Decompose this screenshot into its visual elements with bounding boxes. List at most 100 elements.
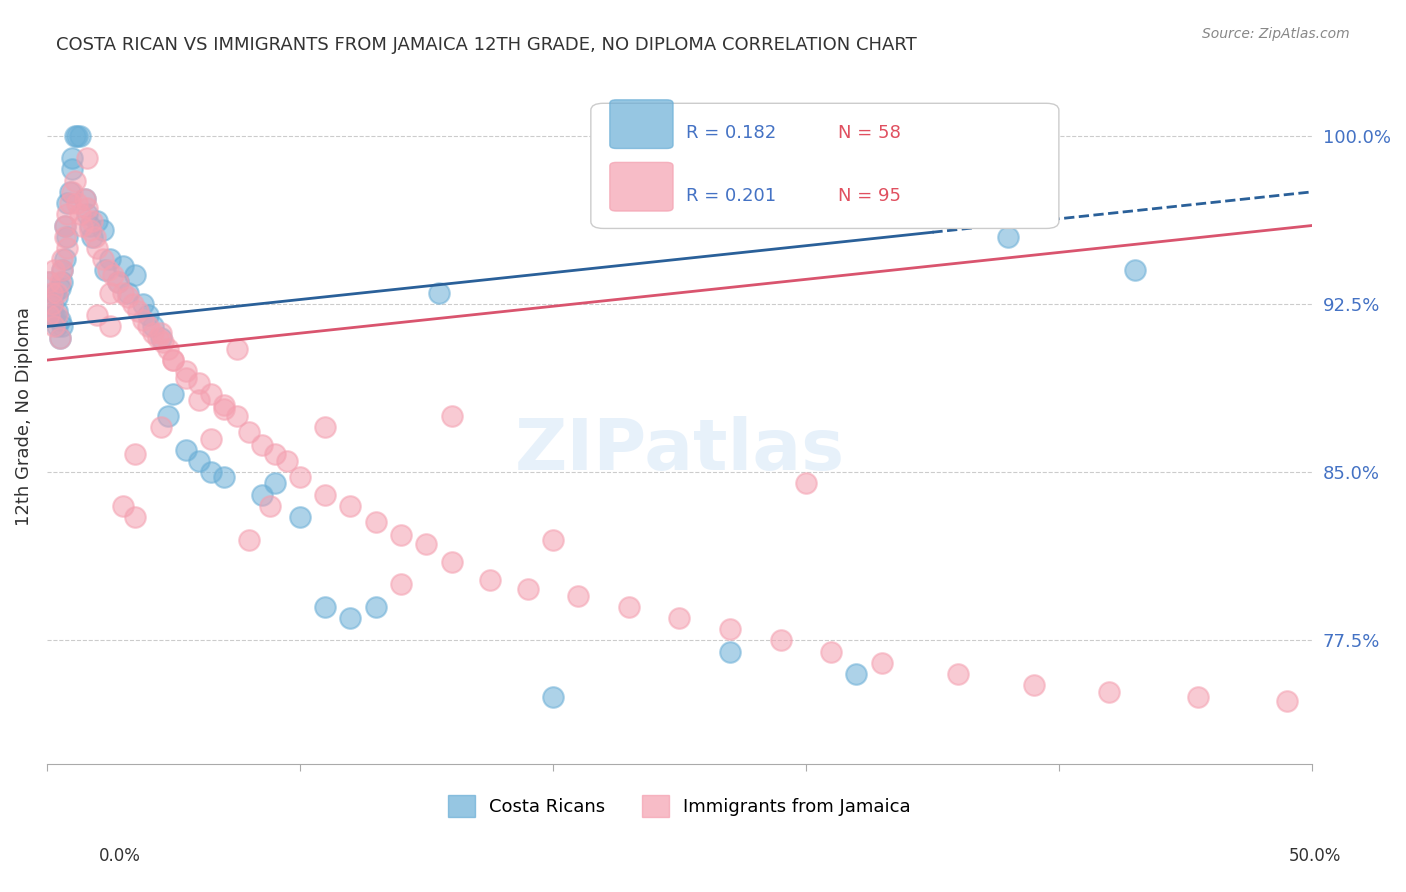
Point [124,447,146,461]
FancyBboxPatch shape [610,100,673,148]
Point [212,469,235,483]
Point [56,207,79,221]
Point [132,297,155,311]
Point [541,690,564,704]
Point [41,297,63,311]
Point [111,285,134,300]
Point [86,308,108,322]
Point [845,667,868,681]
Point [187,393,209,408]
Point [48,275,70,289]
Point [41,285,63,300]
Point [364,599,387,614]
Point [250,488,273,502]
Point [212,398,235,412]
Point [200,386,222,401]
Point [111,259,134,273]
Point [51,263,73,277]
Point [288,469,311,483]
Point [127,303,149,318]
Point [91,252,114,267]
Text: 50.0%: 50.0% [1288,847,1341,864]
Point [56,229,79,244]
Point [440,555,463,569]
Point [69,128,91,143]
Point [314,599,336,614]
Point [79,219,101,233]
Point [46,290,69,304]
Point [946,667,969,681]
Point [117,290,139,304]
Point [149,331,172,345]
Point [98,319,121,334]
Point [174,371,197,385]
Point [162,353,184,368]
Point [225,342,247,356]
Point [187,454,209,468]
Point [157,342,180,356]
Point [238,425,260,439]
Point [76,201,98,215]
Point [41,297,63,311]
Point [259,499,281,513]
Text: N = 58: N = 58 [838,124,900,142]
Point [276,454,298,468]
Point [76,207,98,221]
Point [478,573,501,587]
Point [48,312,70,326]
Point [63,174,86,188]
Point [111,499,134,513]
Point [1098,685,1121,699]
Point [200,465,222,479]
Point [314,488,336,502]
Point [794,476,817,491]
Text: N = 95: N = 95 [838,186,900,205]
Point [157,409,180,424]
Point [48,281,70,295]
Point [122,297,145,311]
Point [53,219,76,233]
Point [46,319,69,334]
Point [769,633,792,648]
Point [76,151,98,165]
Point [389,528,412,542]
Point [718,645,741,659]
Point [148,331,170,345]
Y-axis label: 12th Grade, No Diploma: 12th Grade, No Diploma [15,307,32,525]
Point [60,151,83,165]
Point [668,611,690,625]
Point [86,241,108,255]
Point [1187,690,1209,704]
Point [51,263,73,277]
Point [124,268,146,282]
FancyBboxPatch shape [591,103,1059,228]
Point [107,275,129,289]
Point [149,326,172,341]
Point [870,656,893,670]
Point [107,275,129,289]
Point [200,432,222,446]
Point [225,409,247,424]
Point [718,622,741,636]
Point [516,582,538,596]
Point [174,442,197,457]
Point [97,263,120,277]
Point [51,275,73,289]
Point [44,319,66,334]
Text: 0.0%: 0.0% [98,847,141,864]
Point [56,241,79,255]
Point [48,331,70,345]
Point [1123,263,1146,277]
Point [152,335,174,350]
Point [51,319,73,334]
Point [364,515,387,529]
Point [415,537,437,551]
Point [820,645,842,659]
Point [314,420,336,434]
Point [59,185,82,199]
Point [263,447,285,461]
Legend: Costa Ricans, Immigrants from Jamaica: Costa Ricans, Immigrants from Jamaica [440,788,918,824]
Point [73,192,96,206]
Point [142,326,165,341]
Point [84,229,107,244]
